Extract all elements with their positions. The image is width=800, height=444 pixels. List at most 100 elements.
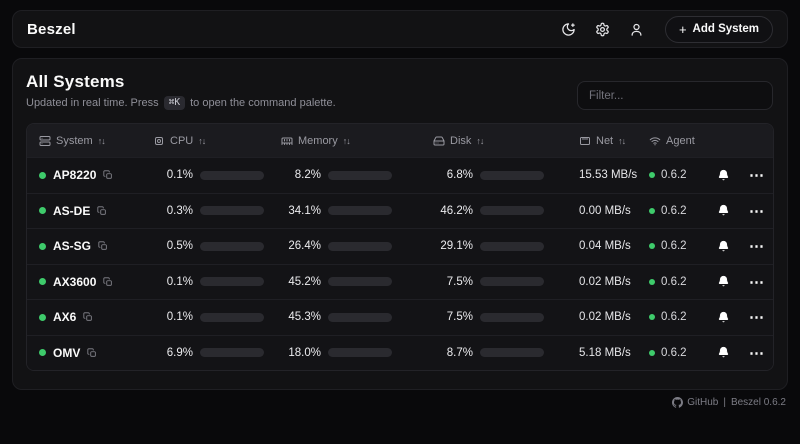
disk-cell: 46.2% <box>433 205 579 217</box>
alerts-button[interactable] <box>711 163 735 187</box>
table-row[interactable]: AS-SG 0.5% 26.4% 29.1% 0.04 MB/s 0.6.2 <box>27 228 773 264</box>
alerts-button[interactable] <box>711 199 735 223</box>
more-menu-button[interactable]: ⋯ <box>745 341 769 365</box>
copy-icon[interactable] <box>87 348 97 358</box>
copy-icon[interactable] <box>98 241 108 251</box>
system-cell[interactable]: AS-SG <box>39 239 153 253</box>
theme-toggle-button[interactable] <box>555 15 583 43</box>
brand-logo[interactable]: Beszel <box>27 20 76 38</box>
disk-cell: 29.1% <box>433 240 579 252</box>
column-header-cpu[interactable]: CPU ↑↓ <box>153 135 281 147</box>
server-icon <box>39 135 51 147</box>
gear-icon <box>595 22 610 37</box>
column-header-net[interactable]: Net ↑↓ <box>579 135 649 147</box>
sort-icon: ↑↓ <box>342 135 351 146</box>
cpu-cell: 0.1% <box>153 311 281 323</box>
column-label: Agent <box>666 134 695 147</box>
memory-cell: 26.4% <box>281 240 433 252</box>
system-cell[interactable]: AX6 <box>39 310 153 324</box>
ellipsis-icon: ⋯ <box>749 273 765 291</box>
system-cell[interactable]: AP8220 <box>39 168 153 182</box>
row-actions: ⋯ <box>711 163 771 187</box>
agent-version: 0.6.2 <box>661 311 687 324</box>
alerts-button[interactable] <box>711 305 735 329</box>
memory-bar <box>328 170 392 180</box>
agent-cell: 0.6.2 <box>649 169 711 181</box>
bell-icon <box>717 169 730 182</box>
status-dot <box>39 349 46 357</box>
alerts-button[interactable] <box>711 341 735 365</box>
more-menu-button[interactable]: ⋯ <box>745 199 769 223</box>
column-label: CPU <box>170 134 194 147</box>
column-label: System <box>56 134 93 147</box>
footer-separator: | <box>723 397 726 408</box>
table-body: AP8220 0.1% 8.2% 6.8% 15.53 MB/s 0.6.2 <box>27 157 773 370</box>
ellipsis-icon: ⋯ <box>749 309 765 327</box>
agent-cell: 0.6.2 <box>649 205 711 217</box>
column-header-agent: Agent <box>649 135 711 147</box>
disk-bar <box>480 241 544 251</box>
user-icon <box>629 22 644 37</box>
disk-bar <box>480 348 544 358</box>
github-link[interactable]: GitHub <box>672 397 718 408</box>
table-row[interactable]: AS-DE 0.3% 34.1% 46.2% 0.00 MB/s 0.6.2 <box>27 192 773 228</box>
more-menu-button[interactable]: ⋯ <box>745 163 769 187</box>
status-dot <box>39 313 46 321</box>
table-row[interactable]: AX3600 0.1% 45.2% 7.5% 0.02 MB/s 0.6.2 <box>27 263 773 299</box>
agent-status-dot <box>649 172 655 179</box>
table-row[interactable]: OMV 6.9% 18.0% 8.7% 5.18 MB/s 0.6.2 <box>27 334 773 370</box>
add-system-button[interactable]: + Add System <box>664 15 773 43</box>
header-actions: + Add System <box>555 15 773 43</box>
agent-cell: 0.6.2 <box>649 347 711 359</box>
alerts-button[interactable] <box>711 234 735 258</box>
table-row[interactable]: AX6 0.1% 45.3% 7.5% 0.02 MB/s 0.6.2 <box>27 299 773 335</box>
disk-cell: 7.5% <box>433 311 579 323</box>
disk-bar <box>480 277 544 287</box>
settings-button[interactable] <box>589 15 617 43</box>
copy-icon[interactable] <box>103 277 113 287</box>
row-actions: ⋯ <box>711 270 771 294</box>
net-value: 0.00 MB/s <box>579 204 631 217</box>
cpu-value: 0.1% <box>166 275 193 288</box>
memory-value: 45.3% <box>288 311 321 324</box>
column-header-system[interactable]: System ↑↓ <box>39 135 153 147</box>
disk-bar <box>480 170 544 180</box>
net-cell: 15.53 MB/s <box>579 169 649 181</box>
status-dot <box>39 242 46 250</box>
agent-status-dot <box>649 349 655 356</box>
status-dot <box>39 207 46 215</box>
column-header-memory[interactable]: Memory ↑↓ <box>281 135 433 147</box>
net-cell: 0.02 MB/s <box>579 276 649 288</box>
memory-bar <box>328 348 392 358</box>
copy-icon[interactable] <box>103 170 113 180</box>
system-cell[interactable]: AX3600 <box>39 275 153 289</box>
more-menu-button[interactable]: ⋯ <box>745 270 769 294</box>
filter-input[interactable] <box>577 81 773 110</box>
cpu-bar <box>200 241 264 251</box>
cpu-bar <box>200 206 264 216</box>
net-cell: 5.18 MB/s <box>579 347 649 359</box>
hard-drive-icon <box>433 135 445 147</box>
more-menu-button[interactable]: ⋯ <box>745 234 769 258</box>
subtitle-prefix: Updated in real time. Press <box>26 97 159 109</box>
memory-cell: 18.0% <box>281 347 433 359</box>
disk-bar <box>480 206 544 216</box>
page-footer: GitHub | Beszel 0.6.2 <box>672 397 786 408</box>
system-name: AX6 <box>53 310 77 325</box>
more-menu-button[interactable]: ⋯ <box>745 305 769 329</box>
agent-status-dot <box>649 207 655 214</box>
table-row[interactable]: AP8220 0.1% 8.2% 6.8% 15.53 MB/s 0.6.2 <box>27 157 773 193</box>
user-menu-button[interactable] <box>623 15 651 43</box>
bell-icon <box>717 275 730 288</box>
system-name: OMV <box>53 345 81 360</box>
copy-icon[interactable] <box>97 206 107 216</box>
agent-version: 0.6.2 <box>661 240 687 253</box>
sort-icon: ↑↓ <box>476 135 484 146</box>
column-header-disk[interactable]: Disk ↑↓ <box>433 135 579 147</box>
system-cell[interactable]: AS-DE <box>39 204 153 218</box>
alerts-button[interactable] <box>711 270 735 294</box>
system-cell[interactable]: OMV <box>39 346 153 360</box>
copy-icon[interactable] <box>83 312 93 322</box>
status-dot <box>39 278 46 286</box>
net-cell: 0.00 MB/s <box>579 205 649 217</box>
